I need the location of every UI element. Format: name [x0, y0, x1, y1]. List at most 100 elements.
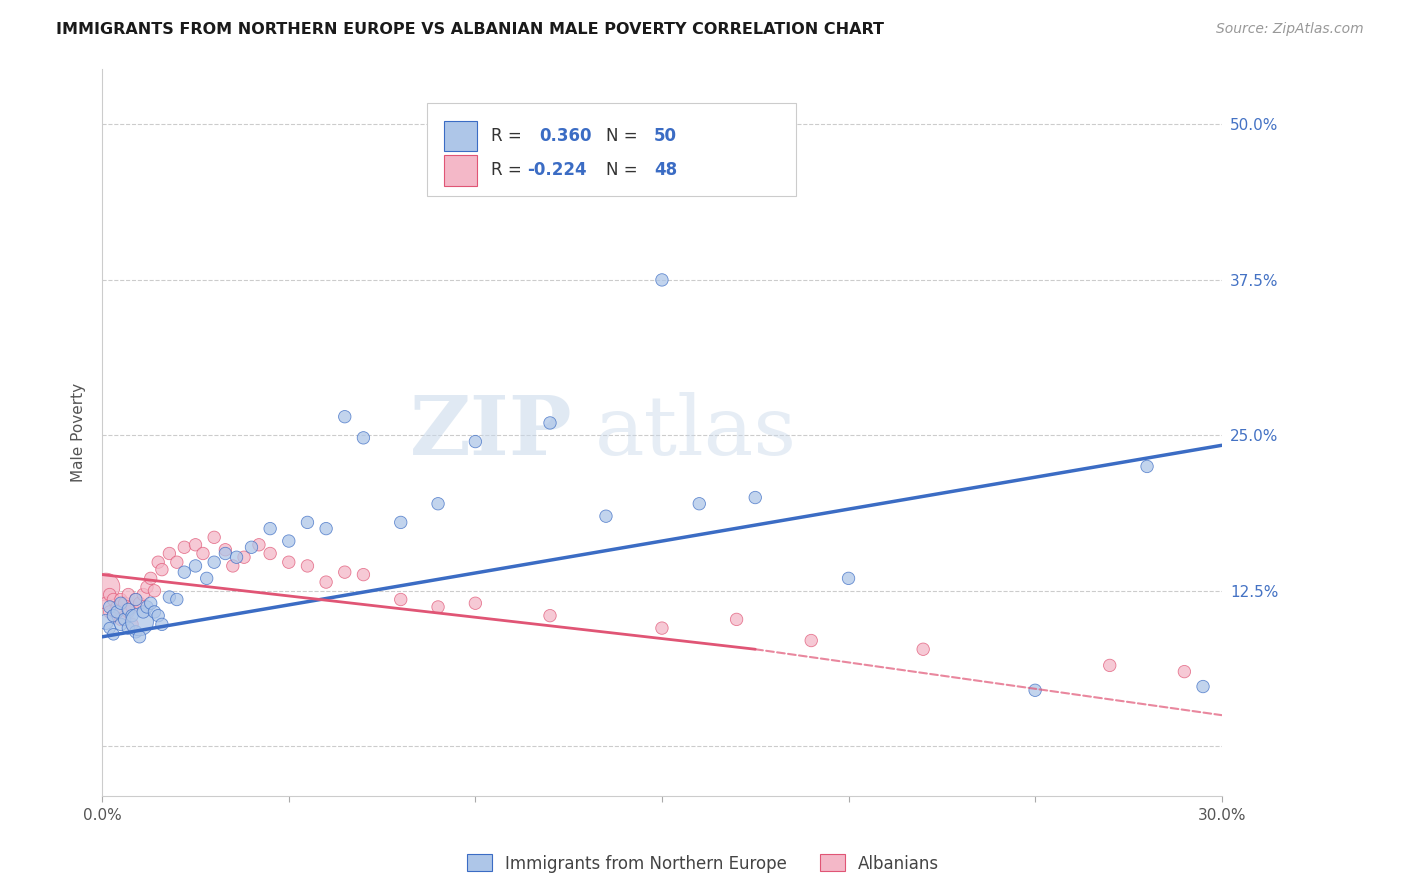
- Point: [688, 497, 710, 511]
- Text: 0.360: 0.360: [538, 128, 592, 145]
- Point: [136, 599, 159, 614]
- Point: [110, 592, 132, 607]
- Point: [315, 522, 337, 536]
- Point: [121, 617, 143, 632]
- Point: [110, 617, 132, 632]
- Point: [912, 642, 935, 657]
- Point: [143, 583, 166, 598]
- FancyBboxPatch shape: [427, 103, 796, 196]
- Point: [98, 621, 121, 635]
- Point: [128, 615, 150, 629]
- Point: [150, 563, 173, 577]
- Y-axis label: Male Poverty: Male Poverty: [72, 383, 86, 482]
- Text: atlas: atlas: [595, 392, 797, 472]
- Point: [110, 612, 132, 626]
- Text: N =: N =: [606, 161, 643, 179]
- Point: [121, 608, 143, 623]
- Point: [110, 596, 132, 610]
- Point: [538, 608, 561, 623]
- Point: [744, 491, 766, 505]
- Point: [150, 617, 173, 632]
- Text: Source: ZipAtlas.com: Source: ZipAtlas.com: [1216, 22, 1364, 37]
- Point: [132, 605, 155, 619]
- Point: [128, 596, 150, 610]
- Point: [117, 605, 139, 619]
- Point: [103, 608, 125, 623]
- Point: [389, 592, 412, 607]
- Point: [725, 612, 748, 626]
- Point: [105, 599, 128, 614]
- Point: [333, 409, 356, 424]
- Text: ZIP: ZIP: [409, 392, 572, 472]
- Point: [427, 497, 450, 511]
- Point: [800, 633, 823, 648]
- Point: [148, 555, 170, 569]
- Point: [103, 608, 125, 623]
- Point: [651, 273, 673, 287]
- Point: [98, 599, 121, 614]
- Point: [240, 541, 263, 555]
- Point: [143, 605, 166, 619]
- Point: [1024, 683, 1046, 698]
- Point: [202, 530, 225, 544]
- Point: [166, 555, 188, 569]
- Point: [222, 558, 245, 573]
- Text: IMMIGRANTS FROM NORTHERN EUROPE VS ALBANIAN MALE POVERTY CORRELATION CHART: IMMIGRANTS FROM NORTHERN EUROPE VS ALBAN…: [56, 22, 884, 37]
- Point: [502, 173, 524, 187]
- Point: [595, 509, 617, 524]
- Text: 50: 50: [654, 128, 678, 145]
- Point: [98, 588, 121, 602]
- Point: [233, 550, 256, 565]
- Point: [166, 592, 188, 607]
- Text: N =: N =: [606, 128, 643, 145]
- Point: [94, 596, 117, 610]
- FancyBboxPatch shape: [444, 121, 477, 152]
- Point: [214, 547, 236, 561]
- Point: [1098, 658, 1121, 673]
- Point: [195, 571, 218, 585]
- Point: [125, 592, 148, 607]
- Point: [148, 608, 170, 623]
- Point: [94, 615, 117, 629]
- Text: 48: 48: [654, 161, 678, 179]
- Point: [259, 522, 281, 536]
- Point: [247, 538, 270, 552]
- Point: [114, 612, 136, 626]
- Point: [464, 434, 486, 449]
- Point: [352, 431, 374, 445]
- Point: [1136, 459, 1159, 474]
- Point: [114, 596, 136, 610]
- Text: -0.224: -0.224: [527, 161, 588, 179]
- Point: [1192, 680, 1215, 694]
- Point: [184, 538, 207, 552]
- Point: [157, 547, 180, 561]
- Point: [139, 596, 162, 610]
- Point: [315, 575, 337, 590]
- Point: [1173, 665, 1195, 679]
- Point: [427, 599, 450, 614]
- Point: [157, 590, 180, 604]
- Point: [259, 547, 281, 561]
- Point: [173, 565, 195, 579]
- Point: [139, 571, 162, 585]
- Point: [184, 558, 207, 573]
- Point: [125, 624, 148, 639]
- Point: [94, 580, 117, 594]
- Point: [173, 541, 195, 555]
- Point: [333, 565, 356, 579]
- Point: [121, 599, 143, 614]
- Point: [538, 416, 561, 430]
- Point: [98, 605, 121, 619]
- Point: [103, 592, 125, 607]
- Point: [225, 550, 247, 565]
- Point: [117, 621, 139, 635]
- Point: [214, 542, 236, 557]
- Point: [202, 555, 225, 569]
- Point: [191, 547, 214, 561]
- Point: [117, 602, 139, 616]
- Point: [125, 592, 148, 607]
- Point: [297, 516, 319, 530]
- Point: [297, 558, 319, 573]
- Point: [103, 627, 125, 641]
- Point: [277, 555, 299, 569]
